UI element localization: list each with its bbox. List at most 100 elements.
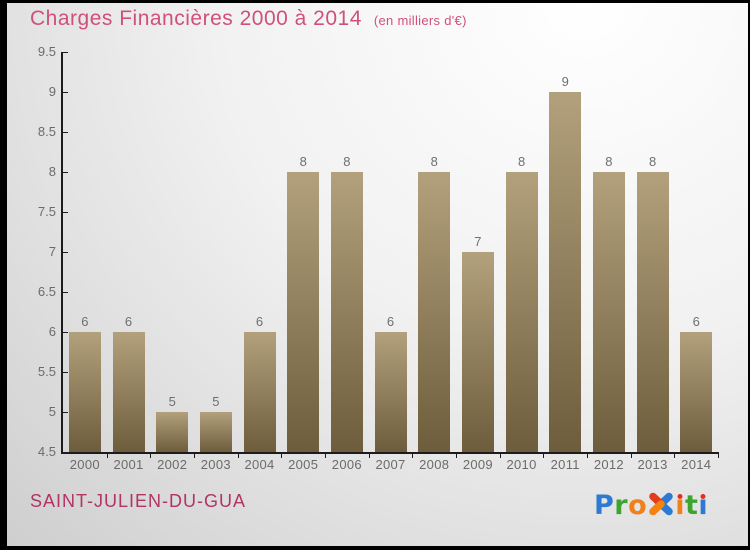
logo-glyph: t — [684, 490, 699, 521]
x-tick-label: 2002 — [157, 457, 188, 472]
y-tick-label: 9 — [48, 84, 56, 99]
bar-2006 — [330, 172, 363, 452]
x-tick-label: 2011 — [550, 457, 580, 472]
y-tick-mark — [63, 452, 68, 453]
y-tick-mark — [63, 252, 68, 253]
bar-value-label: 8 — [605, 154, 613, 169]
logo-i-dot — [677, 494, 683, 499]
x-tick-label: 2000 — [69, 457, 100, 472]
bar-2002 — [156, 412, 189, 452]
x-tick-mark — [718, 454, 719, 458]
y-tick-label: 8 — [48, 164, 56, 179]
chart-subtitle: (en milliers d'€) — [373, 13, 467, 28]
bar-value-label: 6 — [386, 314, 395, 329]
chart-title: Charges Financières 2000 à 2014 — [30, 7, 362, 30]
bar-slot-2007: 6 — [369, 52, 413, 452]
logo-glyph: P — [594, 490, 615, 521]
logo-glyph: ı — [675, 490, 685, 521]
bar-slot-2004: 6 — [238, 52, 282, 452]
bar-slot-2005: 8 — [281, 52, 325, 452]
bar-slot-2011: 9 — [543, 52, 587, 452]
bar-2007 — [374, 332, 407, 452]
y-tick-label: 7 — [48, 244, 56, 259]
x-tick-mark — [456, 454, 457, 458]
bar-value-label: 8 — [517, 154, 526, 169]
x-tick-label: 2006 — [331, 457, 362, 472]
logo-glyph: ı — [698, 490, 709, 521]
bar-2000 — [68, 332, 101, 452]
x-tick-label: 2010 — [506, 457, 537, 472]
x-tick-label: 2004 — [244, 457, 275, 472]
bar-2001 — [112, 332, 145, 452]
x-tick-label: 2003 — [200, 457, 231, 472]
bar-value-label: 5 — [212, 394, 220, 409]
bar-slot-2010: 8 — [500, 52, 544, 452]
x-tick-label: 2007 — [375, 457, 406, 472]
bar-slot-2001: 6 — [107, 52, 151, 452]
bar-value-label: 7 — [474, 234, 482, 249]
y-tick-label: 9.5 — [37, 44, 56, 59]
x-tick-mark — [630, 454, 632, 458]
y-tick-label: 6 — [48, 324, 56, 339]
bar-2009 — [461, 252, 494, 452]
x-axis-labels: 2000 2001 2002 2003 2004 2005 2006 2007 2008 2009… — [63, 457, 718, 472]
y-tick-mark — [63, 372, 68, 373]
bar-value-label: 6 — [124, 314, 133, 329]
bar-slot-2000: 6 — [63, 52, 107, 452]
y-tick-label: 6.5 — [37, 284, 56, 299]
logo-letter-o: o — [628, 489, 647, 523]
logo-i-dot — [700, 494, 706, 499]
bar-slot-2002: 5 — [150, 52, 194, 452]
bar-value-label: 6 — [255, 314, 264, 329]
x-tick-label: 2013 — [637, 457, 668, 472]
y-tick-mark — [63, 132, 68, 133]
y-tick-label: 4.5 — [37, 444, 56, 459]
bar-value-label: 5 — [168, 394, 176, 409]
bar-slot-2013: 8 — [631, 52, 675, 452]
y-tick-label: 8.5 — [37, 124, 56, 139]
y-tick-label: 5.5 — [37, 364, 56, 379]
municipality-name: SAINT-JULIEN-DU-GUA — [30, 491, 247, 511]
x-axis-line — [61, 452, 719, 454]
x-tick-mark — [150, 454, 152, 458]
bar-slot-2012: 8 — [587, 52, 631, 452]
bar-2014 — [680, 332, 713, 452]
x-tick-label: 2014 — [681, 457, 712, 472]
logo-glyph: o — [628, 490, 648, 521]
x-tick-mark — [325, 454, 326, 458]
bar-2003 — [199, 412, 232, 452]
bar-2011 — [549, 92, 582, 452]
bar-slot-2006: 8 — [325, 52, 369, 452]
logo-letter-r: r — [614, 489, 628, 523]
y-tick-mark — [63, 212, 68, 213]
logo-letter-t: t — [685, 489, 698, 523]
y-tick-label: 5 — [48, 404, 56, 419]
bar-value-label: 6 — [81, 314, 89, 329]
bar-slot-2008: 8 — [412, 52, 456, 452]
y-tick-mark — [63, 292, 68, 293]
bar-2013 — [636, 172, 669, 452]
y-tick-label: 7.5 — [37, 204, 56, 219]
bar-value-label: 8 — [430, 154, 438, 169]
bar-value-label: 8 — [343, 154, 351, 169]
bar-2005 — [287, 172, 320, 452]
logo-x-icon — [648, 490, 674, 523]
bars-area: 6 6 5 5 6 8 8 6 8 7 8 9 8 8 6 — [63, 52, 718, 452]
x-tick-mark — [543, 454, 545, 458]
x-tick-mark — [412, 454, 414, 458]
logo-glyph: r — [614, 490, 629, 521]
bar-2008 — [418, 172, 451, 452]
y-tick-mark — [63, 412, 68, 413]
x-tick-mark — [674, 454, 676, 458]
bar-value-label: 8 — [648, 154, 657, 169]
bar-slot-2014: 6 — [674, 52, 718, 452]
x-tick-label: 2009 — [462, 457, 493, 472]
x-tick-mark — [499, 454, 501, 458]
y-tick-mark — [63, 172, 68, 173]
x-tick-mark — [194, 454, 195, 458]
bar-value-label: 6 — [692, 314, 700, 329]
bar-2004 — [243, 332, 276, 452]
x-tick-mark — [368, 454, 370, 458]
